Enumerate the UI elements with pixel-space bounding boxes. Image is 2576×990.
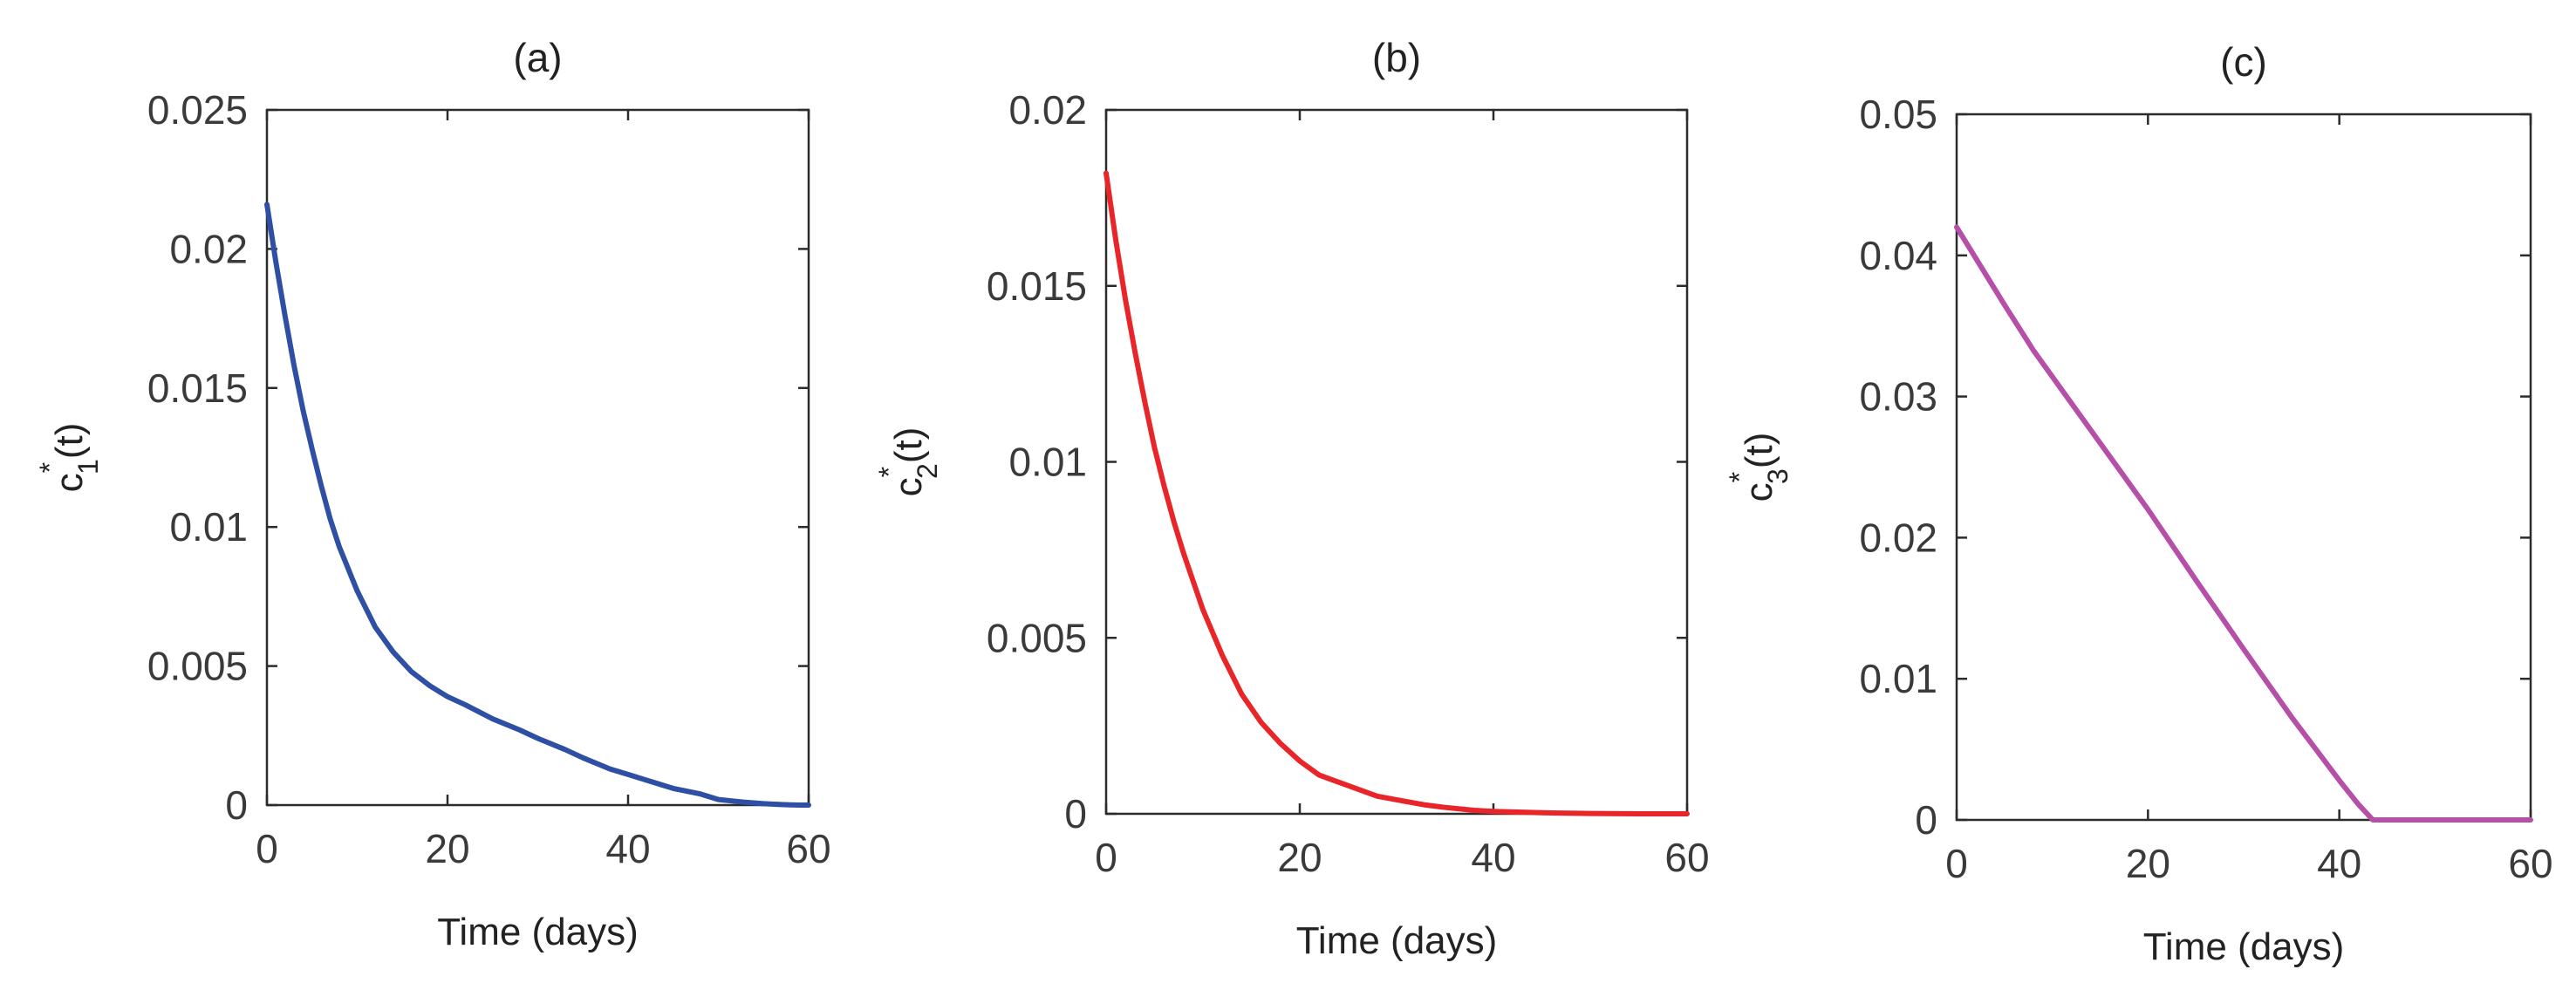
y-axis-label-part: c bbox=[48, 473, 91, 492]
y-tick-label: 0.03 bbox=[1859, 374, 1937, 420]
y-tick-label: 0 bbox=[1064, 791, 1087, 836]
series-line-1 bbox=[1954, 224, 2533, 823]
y-tick-label: 0.015 bbox=[987, 263, 1087, 309]
x-tick-label: 60 bbox=[1664, 835, 1709, 880]
y-tick-label: 0.02 bbox=[1859, 515, 1937, 560]
chart-panel-2: (b) 0 20 40 60 0 0.005 0.01 0.015 0.02 Time (days)… bbox=[873, 35, 1710, 962]
x-tick-label: 40 bbox=[2317, 841, 2361, 886]
y-axis-label-part: * bbox=[1724, 472, 1755, 482]
y-axis-label-part: (t) bbox=[48, 423, 91, 460]
y-axis-label-part: 3 bbox=[1762, 468, 1794, 484]
plot-frame bbox=[1104, 108, 1689, 816]
x-axis-label: Time (days) bbox=[1296, 919, 1498, 962]
chart-panel-3: (c) 0 20 40 60 0 0.01 0.02 0.03 0.04 0.05 Time (day… bbox=[1724, 39, 2553, 968]
x-tick-label: 60 bbox=[786, 826, 830, 871]
y-axis-label-part: c bbox=[1738, 482, 1780, 502]
y-axis-label-part: (t) bbox=[887, 427, 930, 464]
x-tick-label: 20 bbox=[1277, 835, 1322, 880]
y-tick-label: 0.025 bbox=[147, 87, 248, 133]
y-tick-label: 0 bbox=[225, 782, 248, 828]
x-axis-label: Time (days) bbox=[437, 911, 639, 953]
y-tick-label: 0.02 bbox=[169, 226, 248, 271]
y-tick-label: 0.01 bbox=[1008, 440, 1087, 485]
y-tick-label: 0.015 bbox=[147, 365, 248, 411]
x-tick-label: 60 bbox=[2508, 841, 2552, 886]
x-tick-label: 40 bbox=[1471, 835, 1515, 880]
y-tick-label: 0.05 bbox=[1859, 92, 1937, 137]
x-tick-label: 40 bbox=[605, 826, 650, 871]
y-tick-label: 0.005 bbox=[147, 644, 248, 689]
y-tick-label: 0.005 bbox=[987, 615, 1087, 660]
x-tick-label: 20 bbox=[425, 826, 469, 871]
y-tick-label: 0.02 bbox=[1008, 87, 1087, 133]
x-tick-label: 20 bbox=[2126, 841, 2170, 886]
x-axis-label: Time (days) bbox=[2143, 925, 2345, 968]
y-axis-label-part: * bbox=[34, 462, 65, 473]
y-tick-label: 0.04 bbox=[1859, 233, 1937, 278]
y-axis-label: c* 2(t) bbox=[873, 427, 943, 497]
chart-title: (b) bbox=[1372, 35, 1421, 80]
x-tick-label: 0 bbox=[256, 826, 278, 871]
plot-frame bbox=[1955, 113, 2532, 822]
chart-title: (c) bbox=[2220, 39, 2267, 85]
chart-panel-1: (a) 0 20 40 60 0 0.005 0.01 0.015 0.02 0.025 Time (… bbox=[34, 35, 831, 953]
y-axis-label: c* 3(t) bbox=[1724, 433, 1794, 502]
y-axis-label: c* 1(t) bbox=[34, 423, 104, 493]
plot-frame bbox=[265, 108, 810, 807]
y-tick-label: 0.01 bbox=[1859, 656, 1937, 701]
y-axis-label-part: (t) bbox=[1738, 433, 1780, 469]
y-tick-label: 0.01 bbox=[169, 504, 248, 550]
y-axis-label-part: * bbox=[873, 467, 905, 477]
y-axis-label-part: c bbox=[887, 477, 930, 496]
y-axis-label-part: 1 bbox=[72, 459, 104, 475]
chart-title: (a) bbox=[513, 35, 562, 80]
y-axis-label-part: 2 bbox=[912, 463, 943, 479]
x-tick-label: 0 bbox=[1945, 841, 1968, 886]
x-tick-label: 0 bbox=[1095, 835, 1117, 880]
series-line-1 bbox=[1104, 170, 1690, 816]
series-line-1 bbox=[264, 201, 811, 808]
y-tick-label: 0 bbox=[1915, 797, 1937, 843]
